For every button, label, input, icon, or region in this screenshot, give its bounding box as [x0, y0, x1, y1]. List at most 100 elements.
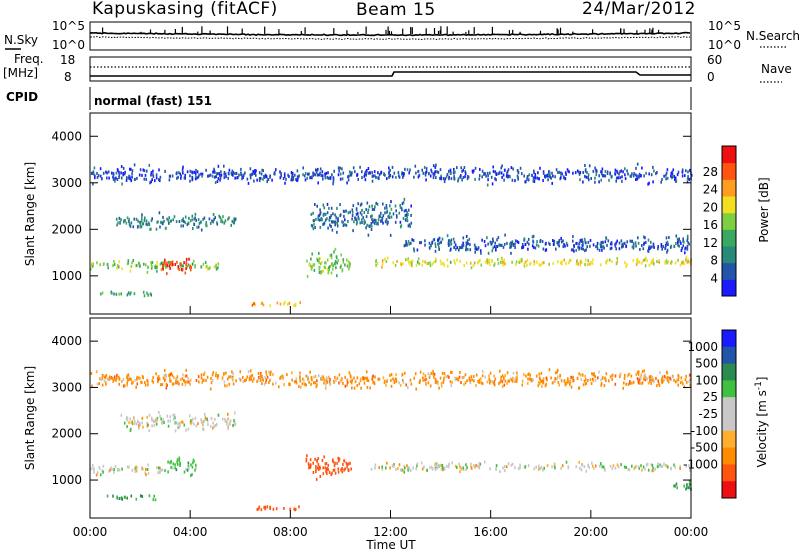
heatmap-cell — [575, 242, 577, 245]
heatmap-cell — [567, 378, 570, 382]
heatmap-cell — [147, 265, 149, 269]
heatmap-cell — [580, 240, 583, 243]
heatmap-cell — [366, 376, 368, 380]
heatmap-cell — [652, 180, 654, 184]
heatmap-cell — [308, 172, 310, 176]
heatmap-cell — [347, 462, 350, 466]
heatmap-cell — [189, 382, 191, 386]
heatmap-cell — [110, 466, 112, 470]
heatmap-cell — [361, 170, 363, 174]
heatmap-cell — [601, 167, 604, 171]
heatmap-cell — [586, 245, 588, 249]
heatmap-cell — [242, 379, 244, 383]
heatmap-cell — [213, 167, 215, 171]
heatmap-cell — [337, 467, 339, 471]
heatmap-cell — [324, 174, 326, 178]
heatmap-cell — [551, 465, 553, 469]
heatmap-cell — [91, 261, 94, 265]
heatmap-cell — [440, 381, 443, 385]
heatmap-cell — [318, 465, 321, 469]
heatmap-cell — [230, 171, 233, 175]
heatmap-cell — [397, 467, 399, 470]
heatmap-cell — [152, 380, 155, 384]
heatmap-cell — [338, 459, 340, 463]
heatmap-cell — [665, 177, 667, 181]
heatmap-cell — [357, 177, 359, 181]
heatmap-cell — [287, 173, 289, 177]
heatmap-cell — [194, 174, 197, 178]
heatmap-cell — [292, 175, 295, 179]
heatmap-cell — [390, 378, 392, 382]
heatmap-cell — [202, 427, 204, 431]
heatmap-cell — [181, 377, 184, 381]
power-ylabel: Slant Range [km] — [23, 162, 37, 266]
heatmap-cell — [141, 213, 143, 217]
heatmap-cell — [375, 176, 377, 179]
heatmap-cell — [180, 176, 182, 180]
heatmap-cell — [306, 454, 308, 458]
heatmap-cell — [638, 260, 641, 264]
heatmap-cell — [354, 170, 356, 174]
heatmap-cell — [344, 223, 346, 227]
heatmap-cell — [211, 378, 214, 382]
heatmap-cell — [584, 164, 586, 167]
heatmap-cell — [342, 258, 345, 262]
heatmap-cell — [436, 466, 439, 470]
heatmap-cell — [499, 470, 501, 473]
nave-top-tick: 60 — [707, 53, 722, 67]
heatmap-cell — [481, 374, 484, 378]
heatmap-cell — [125, 221, 128, 225]
heatmap-cell — [648, 381, 650, 385]
heatmap-cell — [456, 465, 458, 469]
heatmap-cell — [334, 471, 337, 475]
heatmap-cell — [158, 411, 160, 414]
heatmap-cell — [380, 170, 383, 174]
heatmap-cell — [610, 175, 613, 179]
heatmap-cell — [547, 178, 549, 182]
heatmap-cell — [522, 245, 525, 249]
heatmap-cell — [118, 497, 121, 500]
heatmap-cell — [324, 176, 327, 180]
heatmap-cell — [150, 293, 152, 297]
heatmap-cell — [687, 170, 689, 174]
heatmap-cell — [569, 259, 572, 263]
heatmap-cell — [600, 383, 602, 387]
heatmap-cell — [200, 376, 203, 380]
heatmap-cell — [330, 214, 332, 218]
heatmap-cell — [190, 265, 192, 269]
heatmap-cell — [673, 244, 675, 248]
heatmap-cell — [344, 384, 347, 388]
heatmap-cell — [347, 262, 350, 266]
heatmap-cell — [100, 292, 102, 296]
heatmap-cell — [585, 248, 587, 252]
heatmap-cell — [227, 425, 229, 429]
heatmap-cell — [129, 223, 131, 227]
heatmap-cell — [467, 247, 469, 251]
heatmap-cell — [122, 377, 125, 381]
colorbar-tick-label: -1000 — [683, 457, 718, 471]
heatmap-cell — [168, 216, 170, 220]
heatmap-cell — [118, 377, 121, 381]
heatmap-cell — [635, 373, 637, 377]
heatmap-cell — [186, 265, 188, 269]
heatmap-cell — [442, 380, 445, 384]
heatmap-cell — [656, 260, 658, 264]
heatmap-cell — [537, 384, 540, 388]
heatmap-cell — [106, 263, 109, 266]
heatmap-cell — [616, 260, 619, 264]
heatmap-cell — [118, 292, 120, 296]
heatmap-cell — [603, 467, 606, 471]
heatmap-cell — [554, 465, 556, 469]
heatmap-cell — [102, 464, 105, 468]
heatmap-cell — [342, 220, 344, 224]
heatmap-cell — [666, 261, 668, 265]
heatmap-cell — [478, 466, 481, 470]
heatmap-cell — [506, 172, 508, 176]
colorbar-swatch — [722, 414, 736, 432]
heatmap-cell — [323, 221, 326, 225]
heatmap-cell — [446, 172, 449, 176]
heatmap-cell — [150, 171, 153, 175]
heatmap-cell — [465, 468, 467, 472]
heatmap-cell — [632, 246, 635, 250]
heatmap-cell — [235, 172, 238, 175]
